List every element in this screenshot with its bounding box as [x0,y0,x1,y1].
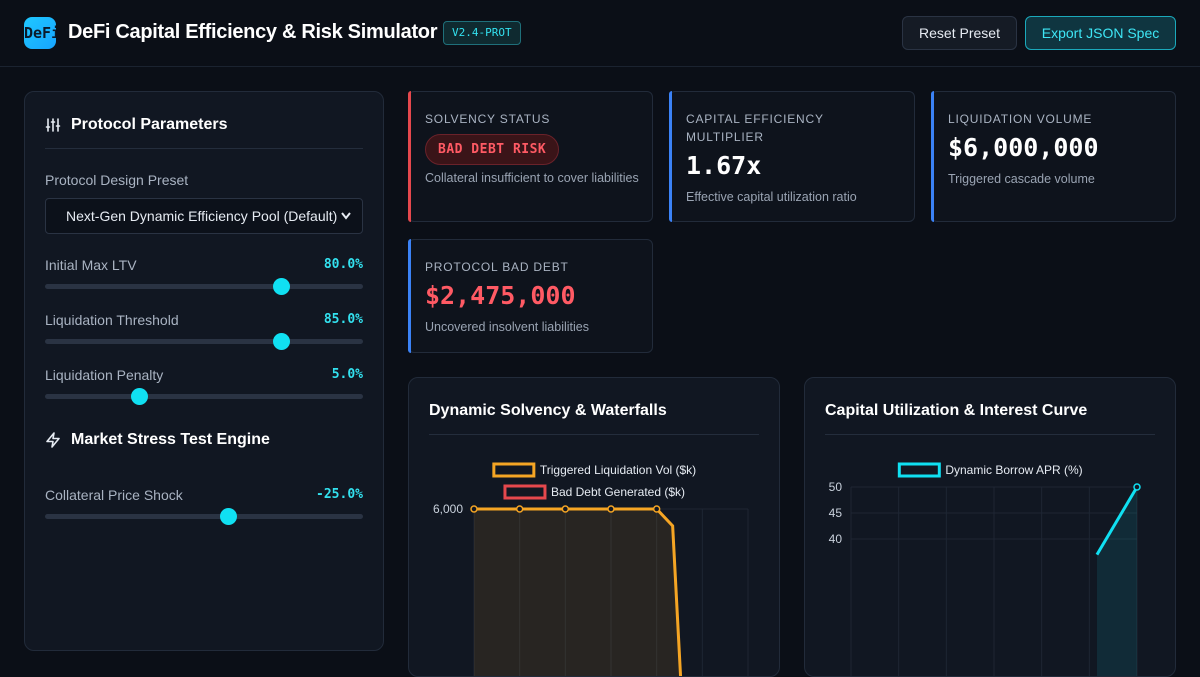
max-ltv-slider[interactable] [45,278,363,295]
slider-value: 80.0% [323,257,363,272]
liquidation-penalty-slider[interactable] [45,388,363,405]
liquidation-point [561,505,570,513]
app-header: DeFi DeFi Capital Efficiency & Risk Simu… [0,0,1200,67]
stress-test-heading: Market Stress Test Engine [45,431,270,449]
liquidation-area [474,509,681,676]
capital-efficiency-card: CAPITAL EFFICIENCY MULTIPLIER 1.67x Effe… [669,91,915,222]
card-subtext: Effective capital utilization ratio [686,190,857,204]
divider [45,148,363,149]
liquidation-volume-card: LIQUIDATION VOLUME $6,000,000 Triggered … [931,91,1176,222]
version-badge: V2.4-PROT [443,21,521,45]
y-tick-label: 40 [829,532,843,546]
reset-preset-button[interactable]: Reset Preset [902,16,1017,50]
solvency-chart-panel: Dynamic Solvency & Waterfalls 6,000 Trigg… [408,377,780,677]
slider-thumb[interactable] [272,278,290,295]
slider-thumb[interactable] [131,388,149,405]
card-label: PROTOCOL BAD DEBT [425,260,569,274]
card-accent [669,91,672,222]
card-subtext: Uncovered insolvent liabilities [425,320,589,334]
y-tick-label: 6,000 [433,502,463,516]
parameters-sidebar: Protocol Parameters Protocol Design Pres… [24,91,384,651]
app-title: DeFi Capital Efficiency & Risk Simulator [68,21,438,43]
slider-label: Liquidation Threshold [45,312,179,328]
liquidation-point [470,505,478,513]
legend-bad-debt-label: Bad Debt Generated ($k) [551,485,685,499]
slider-value: -25.0% [316,487,363,502]
legend-borrow-apr-swatch [897,462,941,478]
slider-label: Initial Max LTV [45,257,137,273]
slider-value: 85.0% [323,312,363,327]
preset-select[interactable]: Next-Gen Dynamic Efficiency Pool (Defaul… [45,198,363,234]
chevron-down-icon [340,199,352,233]
interest-curve-chart: 50 45 40 Dynamic Borrow APR (%) [829,462,1141,676]
sliders-icon [45,118,61,132]
card-subtext: Collateral insufficient to cover liabili… [425,171,639,185]
liquidation-point [515,505,524,513]
solvency-status-card: SOLVENCY STATUS BAD DEBT RISK Collateral… [408,91,653,222]
section-title: Market Stress Test Engine [71,431,270,448]
export-json-button[interactable]: Export JSON Spec [1025,16,1176,50]
y-tick-label: 45 [829,506,843,520]
card-accent [408,91,411,222]
divider [429,434,759,435]
legend-liquidation-label: Triggered Liquidation Vol ($k) [540,463,696,477]
slider-thumb[interactable] [219,508,237,525]
preset-select-value: Next-Gen Dynamic Efficiency Pool (Defaul… [66,208,338,224]
card-label: SOLVENCY STATUS [425,112,551,126]
card-accent [931,91,934,222]
utilization-chart-panel: Capital Utilization & Interest Curve 50 4… [804,377,1176,677]
card-label: LIQUIDATION VOLUME [948,112,1093,126]
chart-title: Dynamic Solvency & Waterfalls [429,402,667,419]
card-value: $6,000,000 [948,133,1099,162]
slider-thumb[interactable] [272,333,290,350]
price-shock-slider[interactable] [45,508,363,525]
card-value: 1.67x [686,151,762,180]
divider [825,434,1155,435]
section-title: Protocol Parameters [71,116,228,133]
app-logo: DeFi [24,17,56,49]
legend-borrow-apr-label: Dynamic Borrow APR (%) [945,463,1082,477]
bad-debt-card: PROTOCOL BAD DEBT $2,475,000 Uncovered i… [408,239,653,353]
apr-area [1096,487,1137,676]
slider-value: 5.0% [331,367,363,382]
liquidation-point [652,505,661,513]
liquidation-threshold-slider[interactable] [45,333,363,350]
slider-label: Liquidation Penalty [45,367,164,383]
apr-point [1133,483,1141,491]
card-value: $2,475,000 [425,281,576,310]
apr-line [1095,486,1139,556]
status-badge: BAD DEBT RISK [425,134,560,165]
preset-label: Protocol Design Preset [45,172,189,188]
chart-title: Capital Utilization & Interest Curve [825,402,1088,419]
y-tick-label: 50 [829,480,843,494]
card-label: CAPITAL EFFICIENCY MULTIPLIER [686,112,824,144]
slider-label: Collateral Price Shock [45,487,183,503]
card-accent [408,239,411,353]
legend-liquidation-swatch [492,462,536,478]
lightning-icon [46,432,60,448]
liquidation-point [607,505,615,513]
card-subtext: Triggered cascade volume [948,172,1095,186]
protocol-parameters-heading: Protocol Parameters [45,116,228,134]
solvency-waterfall-chart: 6,000 Triggered Liquidation Vol ($k) Bad D… [433,462,749,676]
legend-bad-debt-swatch [503,484,547,500]
